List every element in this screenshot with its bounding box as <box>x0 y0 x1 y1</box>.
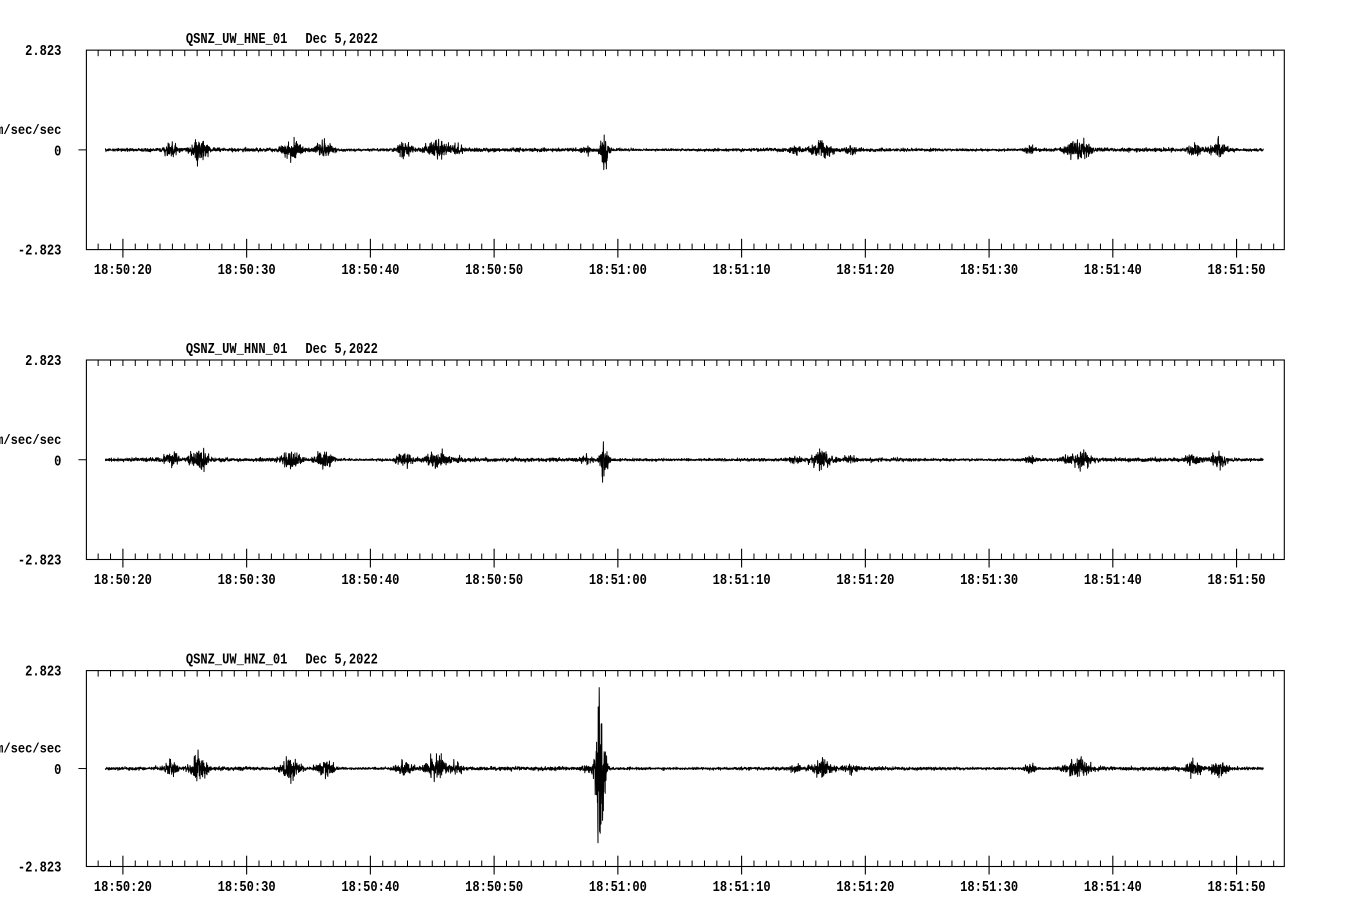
svg-text:18:51:50: 18:51:50 <box>1208 262 1266 279</box>
svg-text:18:50:40: 18:50:40 <box>341 879 399 896</box>
svg-text:cm/sec/sec: cm/sec/sec <box>0 123 61 139</box>
svg-text:18:51:20: 18:51:20 <box>836 262 894 279</box>
svg-text:18:50:20: 18:50:20 <box>94 262 152 279</box>
svg-text:18:51:10: 18:51:10 <box>713 572 771 589</box>
svg-text:18:50:20: 18:50:20 <box>94 879 152 896</box>
svg-text:18:50:50: 18:50:50 <box>465 572 523 589</box>
svg-text:Dec 5,2022: Dec 5,2022 <box>305 652 378 669</box>
svg-text:-2.823: -2.823 <box>18 553 62 570</box>
svg-text:2.823: 2.823 <box>25 664 61 681</box>
svg-text:cm/sec/sec: cm/sec/sec <box>0 742 61 758</box>
svg-text:18:51:40: 18:51:40 <box>1084 262 1142 279</box>
svg-text:18:51:20: 18:51:20 <box>836 572 894 589</box>
svg-text:2.823: 2.823 <box>25 353 61 370</box>
svg-text:-2.823: -2.823 <box>18 243 62 260</box>
svg-text:18:51:30: 18:51:30 <box>960 262 1018 279</box>
svg-text:18:51:40: 18:51:40 <box>1084 879 1142 896</box>
svg-text:18:50:40: 18:50:40 <box>341 572 399 589</box>
svg-text:18:51:50: 18:51:50 <box>1208 572 1266 589</box>
svg-text:QSNZ_UW_HNZ_01: QSNZ_UW_HNZ_01 <box>186 652 288 669</box>
svg-text:18:50:50: 18:50:50 <box>465 879 523 896</box>
svg-text:18:51:00: 18:51:00 <box>589 262 647 279</box>
svg-text:18:51:50: 18:51:50 <box>1208 879 1266 896</box>
svg-text:18:50:40: 18:50:40 <box>341 262 399 279</box>
svg-text:2.823: 2.823 <box>25 43 61 60</box>
svg-text:18:51:10: 18:51:10 <box>713 879 771 896</box>
svg-text:Dec 5,2022: Dec 5,2022 <box>305 31 378 48</box>
svg-text:18:50:30: 18:50:30 <box>218 879 276 896</box>
svg-text:0: 0 <box>54 143 61 160</box>
svg-text:18:51:40: 18:51:40 <box>1084 572 1142 589</box>
svg-text:18:51:30: 18:51:30 <box>960 879 1018 896</box>
svg-text:18:50:20: 18:50:20 <box>94 572 152 589</box>
svg-text:QSNZ_UW_HNN_01: QSNZ_UW_HNN_01 <box>186 341 288 358</box>
svg-text:18:51:00: 18:51:00 <box>589 572 647 589</box>
svg-text:18:51:20: 18:51:20 <box>836 879 894 896</box>
svg-text:0: 0 <box>54 453 61 470</box>
svg-text:18:51:10: 18:51:10 <box>713 262 771 279</box>
svg-text:Dec 5,2022: Dec 5,2022 <box>305 341 378 358</box>
svg-text:cm/sec/sec: cm/sec/sec <box>0 433 61 449</box>
svg-text:0: 0 <box>54 762 61 779</box>
svg-text:QSNZ_UW_HNE_01: QSNZ_UW_HNE_01 <box>186 31 288 48</box>
svg-text:18:50:30: 18:50:30 <box>218 262 276 279</box>
svg-text:18:50:50: 18:50:50 <box>465 262 523 279</box>
svg-text:18:51:30: 18:51:30 <box>960 572 1018 589</box>
svg-text:-2.823: -2.823 <box>18 860 62 877</box>
svg-text:18:50:30: 18:50:30 <box>218 572 276 589</box>
svg-text:18:51:00: 18:51:00 <box>589 879 647 896</box>
